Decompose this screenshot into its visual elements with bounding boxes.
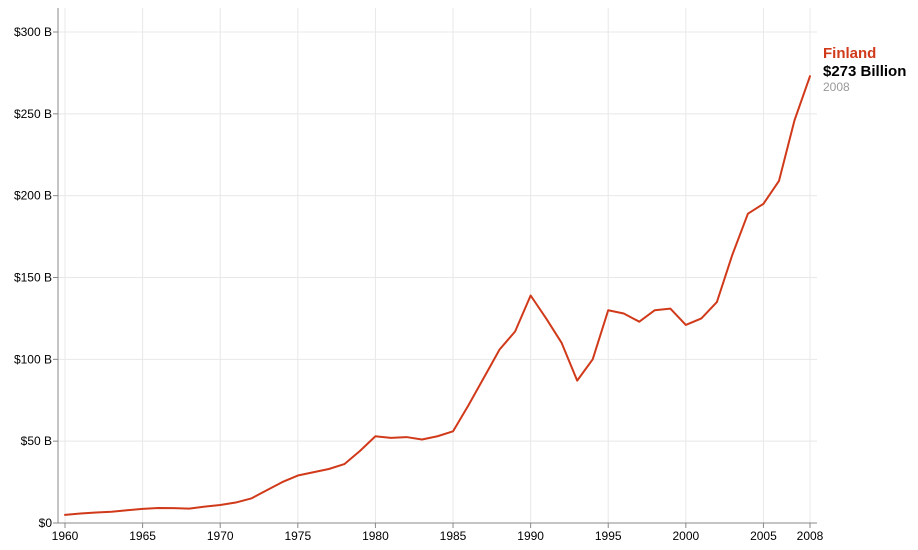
- y-tick-label: $0: [39, 516, 53, 530]
- x-tick-label: 1960: [52, 529, 79, 543]
- x-tick-label: 1995: [595, 529, 622, 543]
- x-tick-label: 1970: [207, 529, 234, 543]
- series-line-finland: [64, 75, 811, 516]
- y-gridlines: [58, 31, 817, 442]
- y-tick-label: $100 B: [14, 352, 52, 366]
- x-tick-label: 2005: [750, 529, 777, 543]
- x-tick-label: 1980: [362, 529, 389, 543]
- series-annotation-name: Finland: [823, 45, 877, 62]
- x-tick-label: 2000: [672, 529, 699, 543]
- series-annotation-year: 2008: [823, 80, 850, 94]
- y-tick-label: $300 B: [14, 25, 52, 39]
- x-tick-label: 1990: [517, 529, 544, 543]
- y-axis-ticks: $0 $50 B $100 B $150 B $200 B $250 B $300 B: [14, 25, 58, 530]
- series-annotation-value: $273 Billion: [823, 63, 907, 80]
- y-tick-label: $50 B: [21, 434, 52, 448]
- x-tick-label: 1975: [284, 529, 311, 543]
- y-tick-label: $250 B: [14, 107, 52, 121]
- x-tick-label: 1965: [129, 529, 156, 543]
- y-tick-label: $200 B: [14, 189, 52, 203]
- x-axis-ticks: 1960 1965 1970 1975 1980 1985 1990 1995 2000 2005…: [52, 523, 824, 543]
- y-tick-label: $150 B: [14, 271, 52, 285]
- series-group: [64, 75, 811, 516]
- x-tick-label: 1985: [440, 529, 467, 543]
- x-tick-label: 2008: [797, 529, 824, 543]
- x-gridlines: [64, 8, 811, 523]
